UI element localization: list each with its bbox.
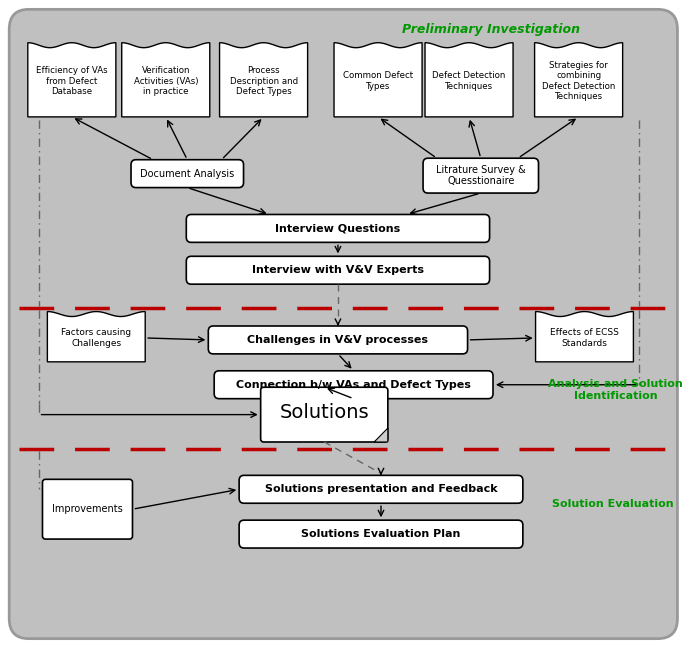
Text: Challenges in V&V processes: Challenges in V&V processes (247, 335, 428, 345)
Polygon shape (535, 43, 623, 117)
Text: Connection b/w VAs and Defect Types: Connection b/w VAs and Defect Types (236, 380, 471, 389)
Text: Strategies for
combining
Defect Detection
Techniques: Strategies for combining Defect Detectio… (542, 61, 615, 101)
Polygon shape (334, 43, 422, 117)
Polygon shape (28, 43, 116, 117)
FancyBboxPatch shape (208, 326, 468, 354)
Text: Litrature Survey &
Quesstionaire: Litrature Survey & Quesstionaire (436, 165, 526, 187)
Text: Document Analysis: Document Analysis (140, 168, 234, 179)
Text: Verification
Activities (VAs)
in practice: Verification Activities (VAs) in practic… (134, 66, 198, 96)
Polygon shape (535, 312, 633, 362)
Text: Solutions Evaluation Plan: Solutions Evaluation Plan (301, 529, 461, 539)
FancyBboxPatch shape (9, 9, 677, 639)
FancyBboxPatch shape (187, 214, 489, 242)
Text: Interview with V&V Experts: Interview with V&V Experts (252, 265, 424, 275)
Polygon shape (219, 43, 308, 117)
FancyBboxPatch shape (423, 158, 538, 193)
Text: Solutions: Solutions (280, 403, 369, 422)
Text: Preliminary Investigation: Preliminary Investigation (401, 23, 579, 36)
Text: Interview Questions: Interview Questions (275, 224, 401, 233)
FancyBboxPatch shape (43, 480, 133, 539)
FancyBboxPatch shape (131, 159, 243, 187)
Text: Solutions presentation and Feedback: Solutions presentation and Feedback (265, 484, 497, 494)
Polygon shape (48, 312, 145, 362)
Text: Analysis and Solution
Identification: Analysis and Solution Identification (549, 379, 683, 400)
Text: Factors causing
Challenges: Factors causing Challenges (62, 329, 131, 347)
Text: Efficiency of VAs
from Defect
Database: Efficiency of VAs from Defect Database (36, 66, 108, 96)
FancyBboxPatch shape (239, 520, 523, 548)
Polygon shape (122, 43, 210, 117)
FancyBboxPatch shape (214, 371, 493, 399)
Text: Improvements: Improvements (52, 504, 123, 515)
FancyBboxPatch shape (187, 257, 489, 284)
Polygon shape (425, 43, 513, 117)
Polygon shape (374, 428, 388, 442)
Text: Defect Detection
Techniques: Defect Detection Techniques (433, 71, 506, 91)
Text: Effects of ECSS
Standards: Effects of ECSS Standards (550, 329, 619, 347)
Text: Process
Description and
Defect Types: Process Description and Defect Types (229, 66, 298, 96)
FancyBboxPatch shape (239, 476, 523, 503)
FancyBboxPatch shape (261, 388, 388, 442)
Text: Common Defect
Types: Common Defect Types (343, 71, 413, 91)
Text: Solution Evaluation: Solution Evaluation (552, 499, 674, 509)
